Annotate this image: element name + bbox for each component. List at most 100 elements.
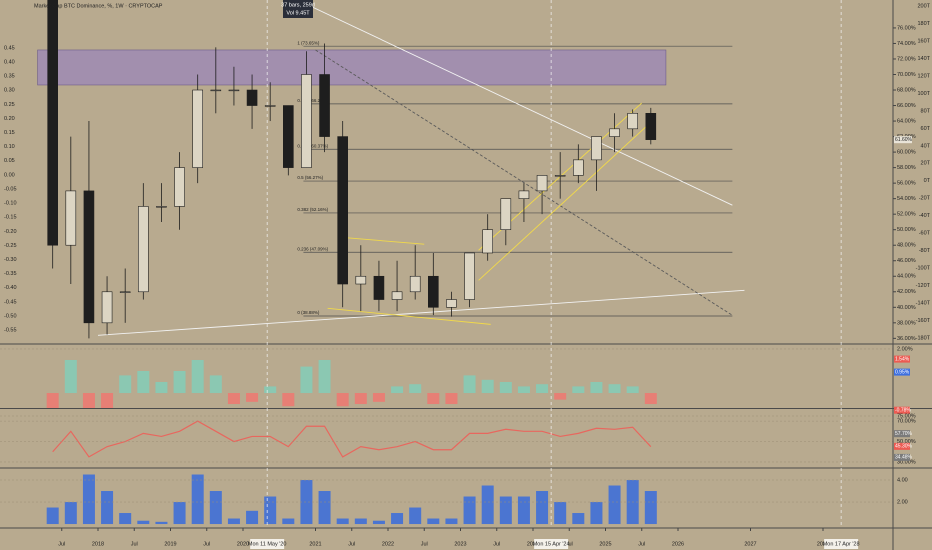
value-badge-label: 57.70%: [895, 431, 913, 437]
y-tick-label: 74.00%: [897, 41, 916, 47]
indicator-bar: [354, 393, 367, 405]
x-tick-label: Jul: [131, 541, 138, 547]
y-tick-label: 52.00%: [897, 212, 916, 218]
candle-body: [391, 291, 403, 300]
left-tick-label: -0.10: [4, 201, 17, 207]
y-tick-label: 38.00%: [897, 320, 916, 326]
value-badge: [894, 453, 910, 461]
indicator-bar: [481, 485, 494, 525]
x-tick-label: Jul: [493, 541, 500, 547]
indicator-bar: [409, 384, 422, 394]
y-tick-label: 64.00%: [897, 119, 916, 125]
left-tick-label: -0.30: [4, 257, 17, 263]
y2-tick-label: 60T: [921, 126, 931, 132]
indicator-bar: [282, 393, 295, 407]
macd-pane: [0, 348, 893, 408]
y-tick-label: 54.00%: [897, 196, 916, 202]
value-badge: [894, 430, 910, 438]
value-badge: [894, 355, 910, 363]
tooltip-line: Vol 9.45T: [286, 10, 310, 16]
indicator-bar: [137, 370, 150, 394]
last-price-badge: [894, 136, 912, 144]
left-tick-label: -0.25: [4, 243, 17, 249]
indicator-bar: [391, 513, 404, 525]
last-price-label: 61.60%: [895, 137, 913, 143]
y2-tick-label: 200T: [917, 3, 930, 9]
indicator-bar: [137, 520, 150, 525]
crosshair-label: Mon 17 Apr '28: [823, 541, 860, 547]
candle-body: [355, 275, 367, 285]
indicator-bar: [191, 359, 204, 394]
indicator-bar: [536, 384, 549, 394]
candle-body: [301, 74, 312, 168]
y2-tick-label: -140T: [916, 301, 931, 307]
candle-body: [518, 190, 530, 199]
y-tick-label: 76.00%: [897, 25, 916, 31]
left-tick-label: 0.00: [4, 172, 15, 178]
left-tick-label: 0.35: [4, 74, 15, 80]
y-tick-label: 66.00%: [897, 103, 916, 109]
y2-tick-label: -80T: [919, 248, 931, 254]
indicator-bar: [300, 366, 313, 394]
indicator-bar: [101, 491, 114, 525]
indicator-bar: [46, 507, 59, 525]
indicator-bar: [64, 359, 77, 394]
value-badge-label: -0.78%: [895, 408, 911, 414]
indicator-bar: [173, 370, 186, 394]
y-tick-label: 50.00%: [897, 227, 916, 233]
y2-tick-label: 120T: [917, 73, 930, 79]
left-tick-label: -0.35: [4, 271, 17, 277]
indicator-bar: [191, 474, 204, 525]
y2-tick-label: -180T: [916, 335, 931, 341]
indicator-bar: [246, 393, 259, 402]
indicator-bar: [517, 386, 530, 394]
indicator-bar: [173, 502, 186, 525]
candle-body: [156, 206, 167, 208]
candle-body: [373, 275, 385, 300]
value-badge: [894, 442, 910, 450]
value-badge-label: 0.95%: [895, 369, 910, 375]
x-tick-label: 2023: [454, 541, 466, 547]
price-pane: 1 (73.65%) 0.786 (66.21%) 0.618 (60.37%) 0.…: [37, 0, 745, 339]
x-tick-label: 2022: [382, 541, 394, 547]
fib-label: 0.382 (52.16%): [297, 207, 328, 212]
fib-label: 1 (73.65%): [297, 40, 320, 45]
y2-tick-label: 160T: [917, 38, 930, 44]
fib-label: 0.786 (66.21%): [297, 98, 328, 103]
value-badge: [894, 406, 910, 414]
candle-body: [319, 74, 330, 137]
y2-tick-label: 100T: [917, 91, 930, 97]
x-tick-label: Jul: [58, 541, 65, 547]
candle-body: [464, 252, 475, 300]
value-badge-label: 45.30%: [895, 444, 913, 450]
x-tick-label: 2018: [92, 541, 104, 547]
indicator-bar: [82, 393, 95, 408]
indicator-bar: [499, 496, 512, 525]
indicator-bar: [227, 518, 240, 525]
left-tick-label: 0.20: [4, 116, 15, 122]
candle-body: [609, 128, 620, 137]
rsi-pane: [0, 415, 893, 463]
candle-body: [83, 190, 95, 324]
indicator-bar: [427, 393, 440, 405]
y2-tick-label: -160T: [916, 318, 931, 324]
left-tick-label: 0.05: [4, 158, 15, 164]
left-tick-label: 0.40: [4, 60, 15, 66]
indicator-bar: [318, 491, 331, 525]
candle-body: [645, 112, 657, 140]
x-tick-label: 2019: [164, 541, 176, 547]
indicator-bar: [499, 382, 512, 394]
value-badge-label: 34.48%: [895, 455, 913, 461]
candle-body: [409, 275, 421, 293]
candle-body: [138, 206, 149, 293]
indicator-bar: [463, 375, 476, 394]
y-tick-label: 44.00%: [897, 274, 916, 280]
price-zone: [37, 49, 667, 86]
fib-label: 0.618 (60.37%): [297, 143, 328, 148]
left-tick-label: 0.45: [4, 45, 15, 51]
indicator-bar: [318, 359, 331, 394]
x-tick-label: Jul: [203, 541, 210, 547]
indicator-bar: [445, 518, 458, 525]
x-tick-label: 2025: [599, 541, 611, 547]
